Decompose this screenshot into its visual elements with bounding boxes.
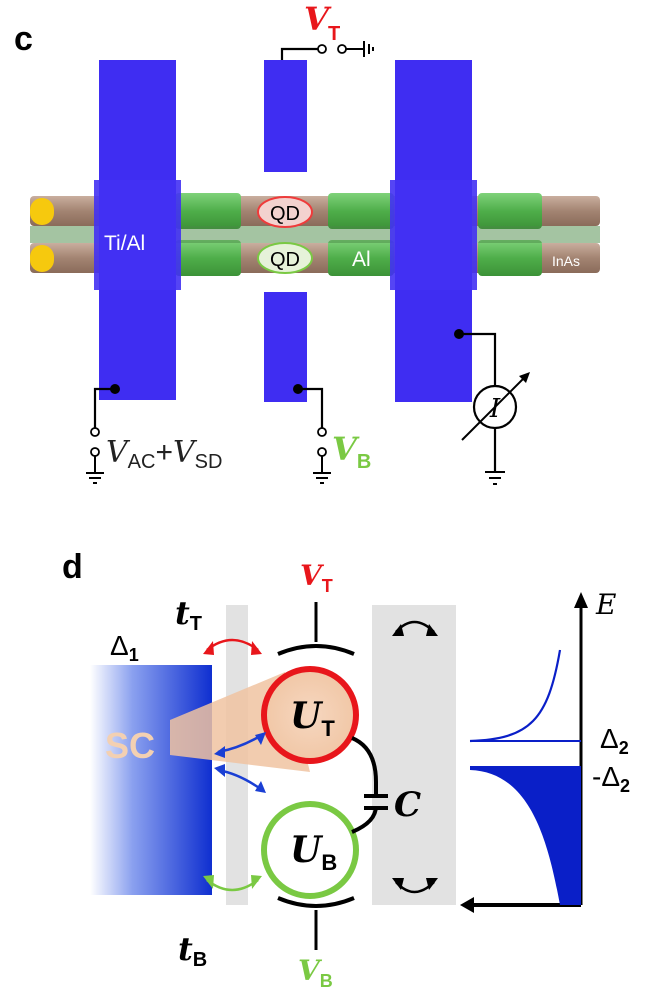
vt-subscript: T — [328, 23, 340, 45]
plunger-gate-top — [264, 60, 307, 172]
panel-d: d UT UB SC Δ1 tT tB VT VB — [62, 548, 630, 991]
dos-axis-arrow-icon — [460, 897, 474, 913]
dot-bottom — [261, 801, 359, 899]
dot-top — [261, 666, 359, 764]
lead-barrier-right — [372, 605, 456, 905]
quantum-dot-top: QD — [257, 196, 313, 228]
svg-text:I: I — [489, 394, 501, 424]
coupling-top-label: tT — [175, 594, 202, 635]
dos-plot: E Δ2 -Δ2 — [460, 588, 630, 913]
superconductor-block — [90, 665, 212, 895]
coupling-bottom-label: tB — [178, 930, 207, 971]
wire-label: InAs — [552, 253, 580, 269]
capacitor-label: C — [394, 785, 421, 825]
gap-lower-label: -Δ2 — [592, 761, 630, 796]
lead-label: Ti/Al — [104, 232, 145, 255]
dot-top-label: UT — [290, 695, 335, 741]
plunger-gate-bottom — [264, 292, 307, 402]
dot-bottom-label: UB — [290, 829, 337, 875]
quantum-dot-bottom: QD — [257, 242, 313, 274]
panel-c: c V T — [14, 0, 600, 485]
energy-axis-arrow-icon — [574, 592, 588, 608]
svg-text:QD: QD — [270, 249, 300, 271]
svg-text:VAC+VSD: VAC+VSD — [106, 435, 222, 473]
panel-c-letter: c — [14, 20, 33, 58]
bottom-gate-terminal: VB — [293, 384, 371, 484]
panel-d-letter: d — [62, 548, 83, 586]
svg-text:QD: QD — [270, 203, 300, 225]
shell-label: Al — [352, 248, 371, 271]
top-gate-terminal: V T — [277, 0, 374, 80]
current-meter: I — [454, 329, 530, 485]
gate-top-label: VT — [300, 559, 333, 596]
vt-symbol: V — [304, 0, 332, 38]
svg-text:VB: VB — [332, 430, 371, 473]
bias-terminal: VAC+VSD — [86, 384, 222, 484]
sc-label: SC — [105, 725, 155, 766]
gap-sc-label: Δ1 — [110, 630, 139, 665]
energy-axis-label: E — [595, 588, 616, 621]
gap-upper-label: Δ2 — [600, 723, 629, 758]
gate-bottom-label: VB — [298, 954, 333, 991]
